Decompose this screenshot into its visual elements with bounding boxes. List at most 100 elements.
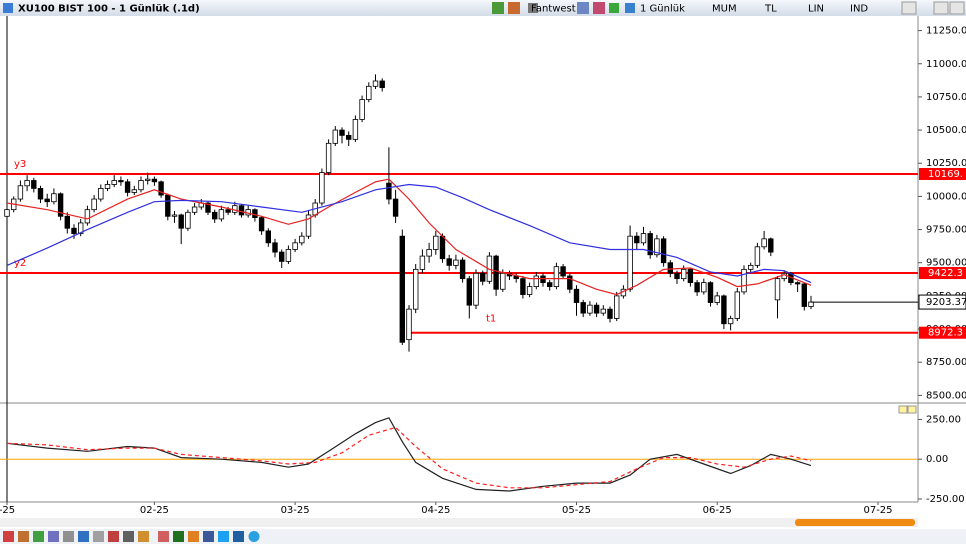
tool-icon[interactable] (18, 531, 29, 542)
tool-icon[interactable] (33, 531, 44, 542)
candle-body (165, 194, 171, 217)
candle-body (520, 278, 526, 295)
candle-body (218, 209, 225, 220)
last-price-label: 9203.37 (926, 297, 966, 308)
toolbar-icon[interactable] (593, 2, 605, 14)
candle-body (205, 202, 211, 213)
candle-body (111, 180, 117, 185)
window-button[interactable] (933, 1, 949, 15)
candle-body (473, 272, 479, 306)
tool-icon[interactable] (48, 531, 59, 542)
level-price-label: 8972.3 (928, 328, 963, 339)
toolbar-icon[interactable] (577, 2, 589, 14)
candle-body (587, 304, 593, 314)
candle-body (647, 233, 653, 256)
tool-icon[interactable] (248, 531, 260, 542)
toolbar-label[interactable]: TL (764, 4, 777, 15)
candle-body (71, 227, 77, 234)
window-button[interactable] (949, 1, 965, 15)
panel-button[interactable] (907, 405, 917, 414)
bottom-icons (3, 531, 260, 542)
candle-body (660, 238, 667, 264)
candle-body (560, 266, 566, 277)
tool-icon[interactable] (173, 531, 184, 542)
candle-body (225, 209, 231, 213)
toolbar-label[interactable]: LIN (808, 4, 824, 15)
tool-icon[interactable] (63, 531, 74, 542)
app-icon (3, 3, 13, 13)
level-price-label: 10169. (928, 169, 963, 180)
scroll-thumb[interactable] (795, 519, 915, 526)
toolbar-icon[interactable] (492, 2, 504, 14)
candle-body (627, 235, 633, 290)
level-tag: y3 (14, 159, 26, 170)
tool-icon[interactable] (233, 531, 244, 542)
candle-body (707, 282, 714, 303)
candle-body (453, 259, 459, 266)
x-tick-label: 03-25 (281, 505, 310, 516)
candle-body (359, 99, 365, 120)
candle-body (305, 214, 312, 237)
y-tick-label: 0.00 (926, 454, 948, 465)
tool-icon[interactable] (203, 531, 214, 542)
tool-icon[interactable] (158, 531, 169, 542)
candle-body (808, 301, 814, 307)
tool-icon[interactable] (108, 531, 119, 542)
candle-body (567, 275, 573, 290)
y-tick-label: 9750.00 (926, 225, 966, 236)
close-chart-button[interactable] (901, 1, 917, 15)
candle-body (238, 205, 245, 216)
candle-body (526, 286, 533, 295)
toolbar-label[interactable]: IND (850, 4, 868, 15)
candle-body (64, 215, 70, 229)
tool-icon[interactable] (123, 531, 134, 542)
candle-body (674, 272, 680, 280)
candle-body (178, 214, 184, 229)
candle-body (701, 282, 707, 293)
y-tick-label: 10750.00 (926, 92, 966, 103)
tool-icon[interactable] (3, 531, 14, 542)
candle-body (466, 278, 472, 306)
y-tick-label: 10250.00 (926, 158, 966, 169)
toolbar-label[interactable]: Fantwest (531, 4, 576, 15)
candle-body (573, 288, 580, 303)
candle-body (580, 302, 586, 314)
tool-icon[interactable] (78, 531, 89, 542)
candle-body (151, 178, 158, 183)
tool-icon[interactable] (93, 531, 104, 542)
candle-body (392, 198, 399, 217)
level-price-label: 9422.3 (928, 268, 963, 279)
tool-icon[interactable] (138, 531, 149, 542)
candle-body (278, 251, 285, 262)
panel-button[interactable] (898, 405, 908, 414)
toolbar-icon[interactable] (508, 2, 520, 14)
x-tick-label: 02-25 (140, 505, 169, 516)
y-tick-label: 9500.00 (926, 258, 966, 269)
candle-body (593, 304, 600, 314)
candle-body (372, 80, 379, 87)
scrollbar[interactable] (0, 518, 918, 527)
candle-body (185, 211, 191, 229)
candle-body (171, 214, 178, 217)
toolbar-icon[interactable] (625, 3, 635, 13)
toolbar-icon[interactable] (609, 3, 619, 13)
toolbar-label[interactable]: MUM (712, 4, 737, 15)
toolbar-icon[interactable] (528, 3, 538, 13)
candle-body (319, 172, 325, 204)
candle-body (386, 182, 392, 200)
candle-body (379, 80, 385, 89)
indicator-line (6, 178, 812, 296)
toolbar-label[interactable]: 1 Günlük (640, 4, 685, 15)
indicator-line (6, 417, 812, 492)
candle-body (714, 295, 720, 303)
candle-body (98, 188, 104, 200)
candle-body (801, 283, 807, 307)
candle-body (31, 180, 37, 189)
candle-body (78, 222, 84, 234)
candle-body (741, 268, 747, 293)
tool-icon[interactable] (218, 531, 229, 542)
tool-icon[interactable] (188, 531, 199, 542)
candle-body (426, 249, 432, 257)
candle-body (124, 181, 131, 193)
